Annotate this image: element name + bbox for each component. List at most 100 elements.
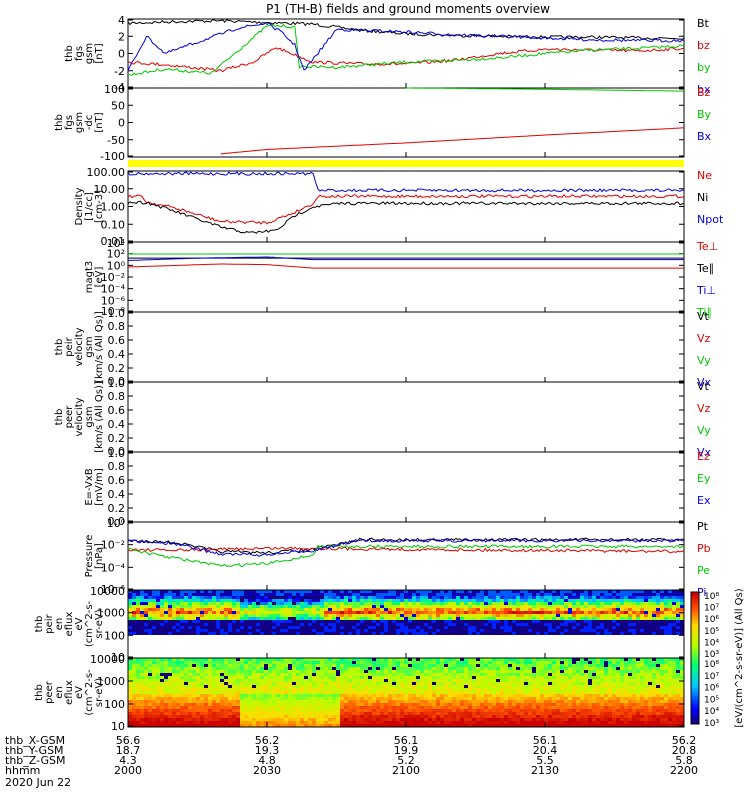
- spectrogram-cell: [180, 626, 184, 629]
- spectrogram-cell: [504, 605, 508, 608]
- spectrogram-cell: [536, 718, 540, 721]
- spectrogram-cell: [632, 620, 636, 623]
- spectrogram-cell: [556, 614, 560, 617]
- spectrogram-cell: [248, 623, 252, 626]
- spectrogram-cell: [404, 718, 408, 721]
- spectrogram-cell: [412, 596, 416, 599]
- spectrogram-cell: [652, 605, 656, 608]
- spectrogram-cell: [444, 661, 448, 664]
- spectrogram-cell: [152, 673, 156, 676]
- spectrogram-cell: [224, 599, 228, 602]
- spectrogram-cell: [292, 611, 296, 614]
- spectrogram-cell: [260, 709, 264, 712]
- spectrogram-cell: [328, 676, 332, 679]
- spectrogram-cell: [568, 673, 572, 676]
- spectrogram-cell: [196, 661, 200, 664]
- spectrogram-cell: [436, 679, 440, 682]
- spectrogram-cell: [372, 605, 376, 608]
- spectrogram-cell: [424, 667, 428, 670]
- spectrogram-cell: [232, 593, 236, 596]
- spectrogram-cell: [260, 599, 264, 602]
- spectrogram-cell: [136, 697, 140, 700]
- spectrogram-cell: [544, 706, 548, 709]
- spectrogram-cell: [668, 599, 672, 602]
- spectrogram-cell: [300, 688, 304, 691]
- spectrogram-cell: [580, 602, 584, 605]
- spectrogram-cell: [232, 703, 236, 706]
- spectrogram-cell: [608, 593, 612, 596]
- spectrogram-cell: [564, 709, 568, 712]
- spectrogram-cell: [448, 611, 452, 614]
- spectrogram-cell: [520, 670, 524, 673]
- spectrogram-cell: [404, 706, 408, 709]
- spectrogram-cell: [552, 620, 556, 623]
- spectrogram-cell: [340, 611, 344, 614]
- legend-entry: Ne: [697, 169, 712, 182]
- spectrogram-cell: [188, 661, 192, 664]
- spectrogram-cell: [408, 685, 412, 688]
- spectrogram-cell: [360, 596, 364, 599]
- spectrogram-cell: [456, 605, 460, 608]
- spectrogram-cell: [520, 706, 524, 709]
- spectrogram-cell: [380, 715, 384, 718]
- spectrogram-cell: [568, 593, 572, 596]
- spectrogram-cell: [564, 629, 568, 632]
- spectrogram-cell: [140, 706, 144, 709]
- spectrogram-cell: [168, 632, 172, 635]
- spectrogram-cell: [132, 685, 136, 688]
- spectrogram-cell: [264, 596, 268, 599]
- spectrogram-cell: [272, 629, 276, 632]
- spectrogram-cell: [396, 709, 400, 712]
- spectrogram-cell: [508, 682, 512, 685]
- spectrogram-cell: [196, 629, 200, 632]
- spectrogram-cell: [464, 605, 468, 608]
- spectrogram-cell: [284, 691, 288, 694]
- spectrogram-cell: [144, 664, 148, 667]
- spectrogram-cell: [324, 682, 328, 685]
- spectrogram-cell: [576, 703, 580, 706]
- spectrogram-cell: [412, 715, 416, 718]
- spectrogram-cell: [260, 596, 264, 599]
- spectrogram-cell: [240, 629, 244, 632]
- spectrogram-cell: [616, 626, 620, 629]
- spectrogram-cell: [560, 718, 564, 721]
- spectrogram-cell: [556, 685, 560, 688]
- spectrogram-cell: [220, 721, 224, 724]
- spectrogram-cell: [192, 670, 196, 673]
- spectrogram-cell: [464, 617, 468, 620]
- spectrogram-cell: [396, 679, 400, 682]
- spectrogram-cell: [388, 620, 392, 623]
- spectrogram-cell: [576, 629, 580, 632]
- spectrogram-cell: [256, 712, 260, 715]
- spectrogram-cell: [496, 599, 500, 602]
- spectrogram-cell: [280, 721, 284, 724]
- spectrogram-cell: [388, 596, 392, 599]
- spectrogram-cell: [376, 706, 380, 709]
- spectrogram-cell: [404, 679, 408, 682]
- spectrogram-cell: [184, 697, 188, 700]
- spectrogram-cell: [340, 679, 344, 682]
- spectrogram-cell: [212, 712, 216, 715]
- spectrogram-cell: [428, 703, 432, 706]
- spectrogram-cell: [220, 620, 224, 623]
- spectrogram-cell: [352, 596, 356, 599]
- spectrogram-cell: [352, 617, 356, 620]
- spectrogram-cell: [576, 712, 580, 715]
- spectrogram-cell: [200, 691, 204, 694]
- spectrogram-cell: [164, 608, 168, 611]
- spectrogram-cell: [200, 685, 204, 688]
- spectrogram-cell: [408, 632, 412, 635]
- spectrogram-cell: [432, 605, 436, 608]
- spectrogram-cell: [440, 706, 444, 709]
- spectrogram-cell: [428, 623, 432, 626]
- legend-entry: Pt: [697, 520, 709, 533]
- spectrogram-cell: [556, 703, 560, 706]
- spectrogram-cell: [560, 614, 564, 617]
- spectrogram-cell: [236, 709, 240, 712]
- spectrogram-cell: [312, 670, 316, 673]
- spectrogram-cell: [656, 593, 660, 596]
- spectrogram-cell: [220, 715, 224, 718]
- spectrogram-cell: [532, 593, 536, 596]
- spectrogram-cell: [512, 667, 516, 670]
- spectrogram-cell: [620, 632, 624, 635]
